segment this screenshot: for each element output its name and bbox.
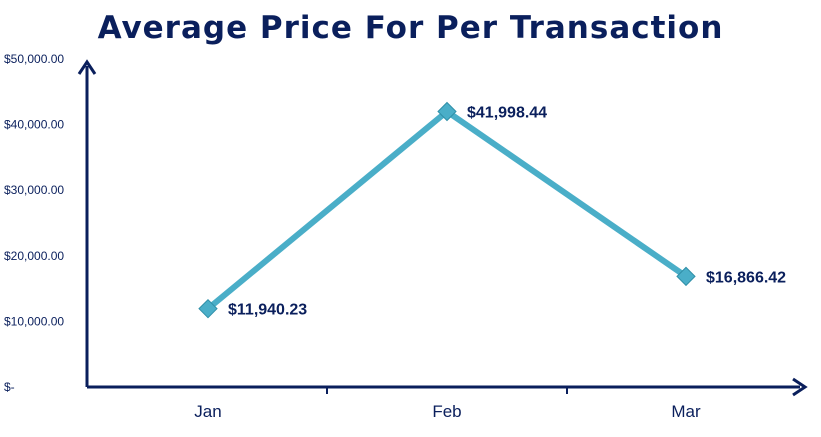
y-tick-label: $30,000.00 (4, 183, 64, 197)
x-tick-label: Feb (432, 402, 461, 421)
x-tick-label: Mar (671, 402, 701, 421)
y-axis-arrow-icon (77, 59, 97, 75)
x-tick-labels: Jan Feb Mar (194, 402, 701, 421)
series-line (206, 107, 688, 311)
data-point-marker (676, 266, 696, 287)
y-tick-label: $20,000.00 (4, 249, 64, 263)
y-tick-label: $10,000.00 (4, 314, 64, 328)
y-tick-label: $50,000.00 (4, 52, 64, 66)
data-label: $16,866.42 (706, 269, 786, 286)
y-tick-label: $40,000.00 (4, 118, 64, 132)
axes (77, 59, 808, 397)
series (198, 101, 696, 319)
y-tick-label: $- (4, 380, 15, 394)
data-label: $11,940.23 (228, 302, 307, 319)
x-axis-arrow-icon (792, 377, 808, 397)
data-point-marker (437, 101, 457, 122)
y-tick-labels: $- $10,000.00 $20,000.00 $30,000.00 $40,000.… (4, 52, 64, 394)
x-tick-label: Jan (194, 402, 221, 421)
data-point-marker (198, 298, 218, 319)
data-label: $41,998.44 (467, 104, 547, 121)
data-labels: $11,940.23 $41,998.44 $16,866.42 (228, 104, 786, 318)
chart-title: Average Price For Per Transaction (97, 10, 724, 46)
